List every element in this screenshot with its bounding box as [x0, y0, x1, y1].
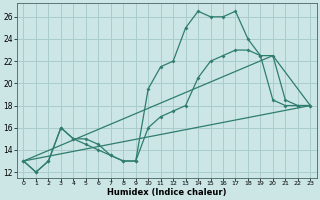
X-axis label: Humidex (Indice chaleur): Humidex (Indice chaleur): [107, 188, 227, 197]
